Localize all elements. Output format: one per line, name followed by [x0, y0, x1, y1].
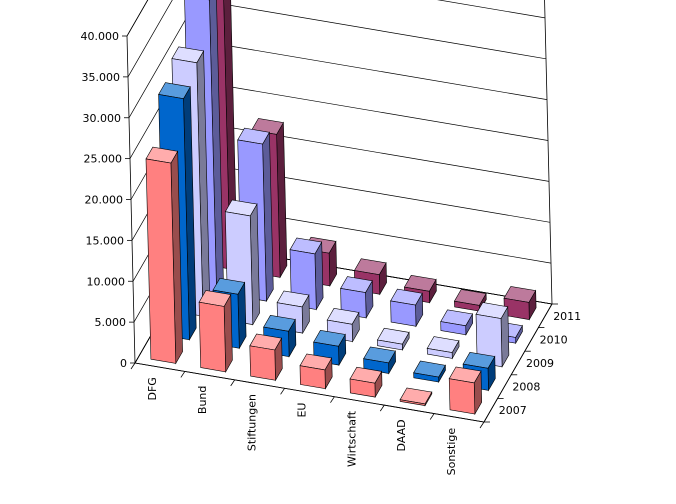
series-label: 2010	[540, 333, 568, 346]
y-tick-label: 30.000	[83, 112, 122, 125]
bar-2007-DAAD	[399, 387, 433, 407]
series-label: 2008	[512, 381, 540, 394]
y-tick-label: 35.000	[82, 71, 121, 84]
x-axis-line	[134, 362, 485, 423]
category-labels: DFG Bund Stiftungen EU Wirtschaft DAAD Sonstig…	[130, 362, 485, 476]
x-tick	[379, 404, 385, 412]
y-tick-label: 5.000	[95, 316, 127, 329]
bar-2009-Stiftungen	[276, 290, 310, 335]
x-tick	[230, 379, 236, 387]
series-label: 2007	[499, 404, 527, 417]
x-tick	[429, 413, 435, 420]
series-depth-labels: 2007 2008 2009 2010 2011	[483, 303, 581, 423]
category-label: EU	[296, 403, 309, 418]
y-axis-labels: 0 5.000 10.000 15.000 20.000 25.000 30.000 35.0…	[81, 30, 128, 370]
bar-2007-DFG	[145, 146, 183, 365]
y-tick-label: 10.000	[87, 275, 126, 288]
category-label: DAAD	[395, 419, 408, 451]
y-tick-label: 20.000	[85, 194, 124, 207]
series-label: 2009	[526, 357, 554, 370]
gridline	[127, 0, 546, 78]
bar-2007-Wirtschaft	[349, 366, 383, 399]
bar-2007-Sonstige	[448, 366, 483, 416]
x-tick	[280, 388, 285, 395]
bars	[145, 0, 537, 416]
y-tick-label: 25.000	[84, 153, 123, 166]
bar-2010-DAAD	[440, 309, 474, 336]
bar-2008-DAAD	[413, 360, 446, 384]
bar-2009-Wirtschaft	[376, 327, 410, 351]
bar-2011-Sonstige	[503, 286, 537, 321]
depth-axis-line	[483, 303, 553, 423]
x-tick	[180, 371, 186, 378]
category-label: Sonstige	[445, 428, 458, 476]
y-tick-label: 0	[120, 357, 127, 370]
bar-2007-EU	[299, 353, 333, 390]
y-tick-label: 40.000	[81, 30, 120, 43]
bar-2010-Wirtschaft	[390, 288, 424, 328]
x-tick	[130, 362, 136, 370]
x-tick	[330, 396, 335, 403]
bar-2009-DAAD	[426, 336, 460, 360]
series-label: 2011	[553, 310, 581, 323]
bar-2007-Bund	[198, 290, 233, 373]
bar-2009-Sonstige	[475, 302, 510, 368]
x-tick	[479, 421, 485, 429]
category-label: Wirtschaft	[345, 410, 358, 467]
y-tick-label: 15.000	[86, 234, 125, 247]
category-label: DFG	[146, 377, 159, 400]
bar-2007-Stiftungen	[249, 333, 283, 382]
category-label: Stiftungen	[246, 394, 259, 451]
gridline	[128, 0, 547, 118]
category-label: Bund	[196, 386, 209, 414]
